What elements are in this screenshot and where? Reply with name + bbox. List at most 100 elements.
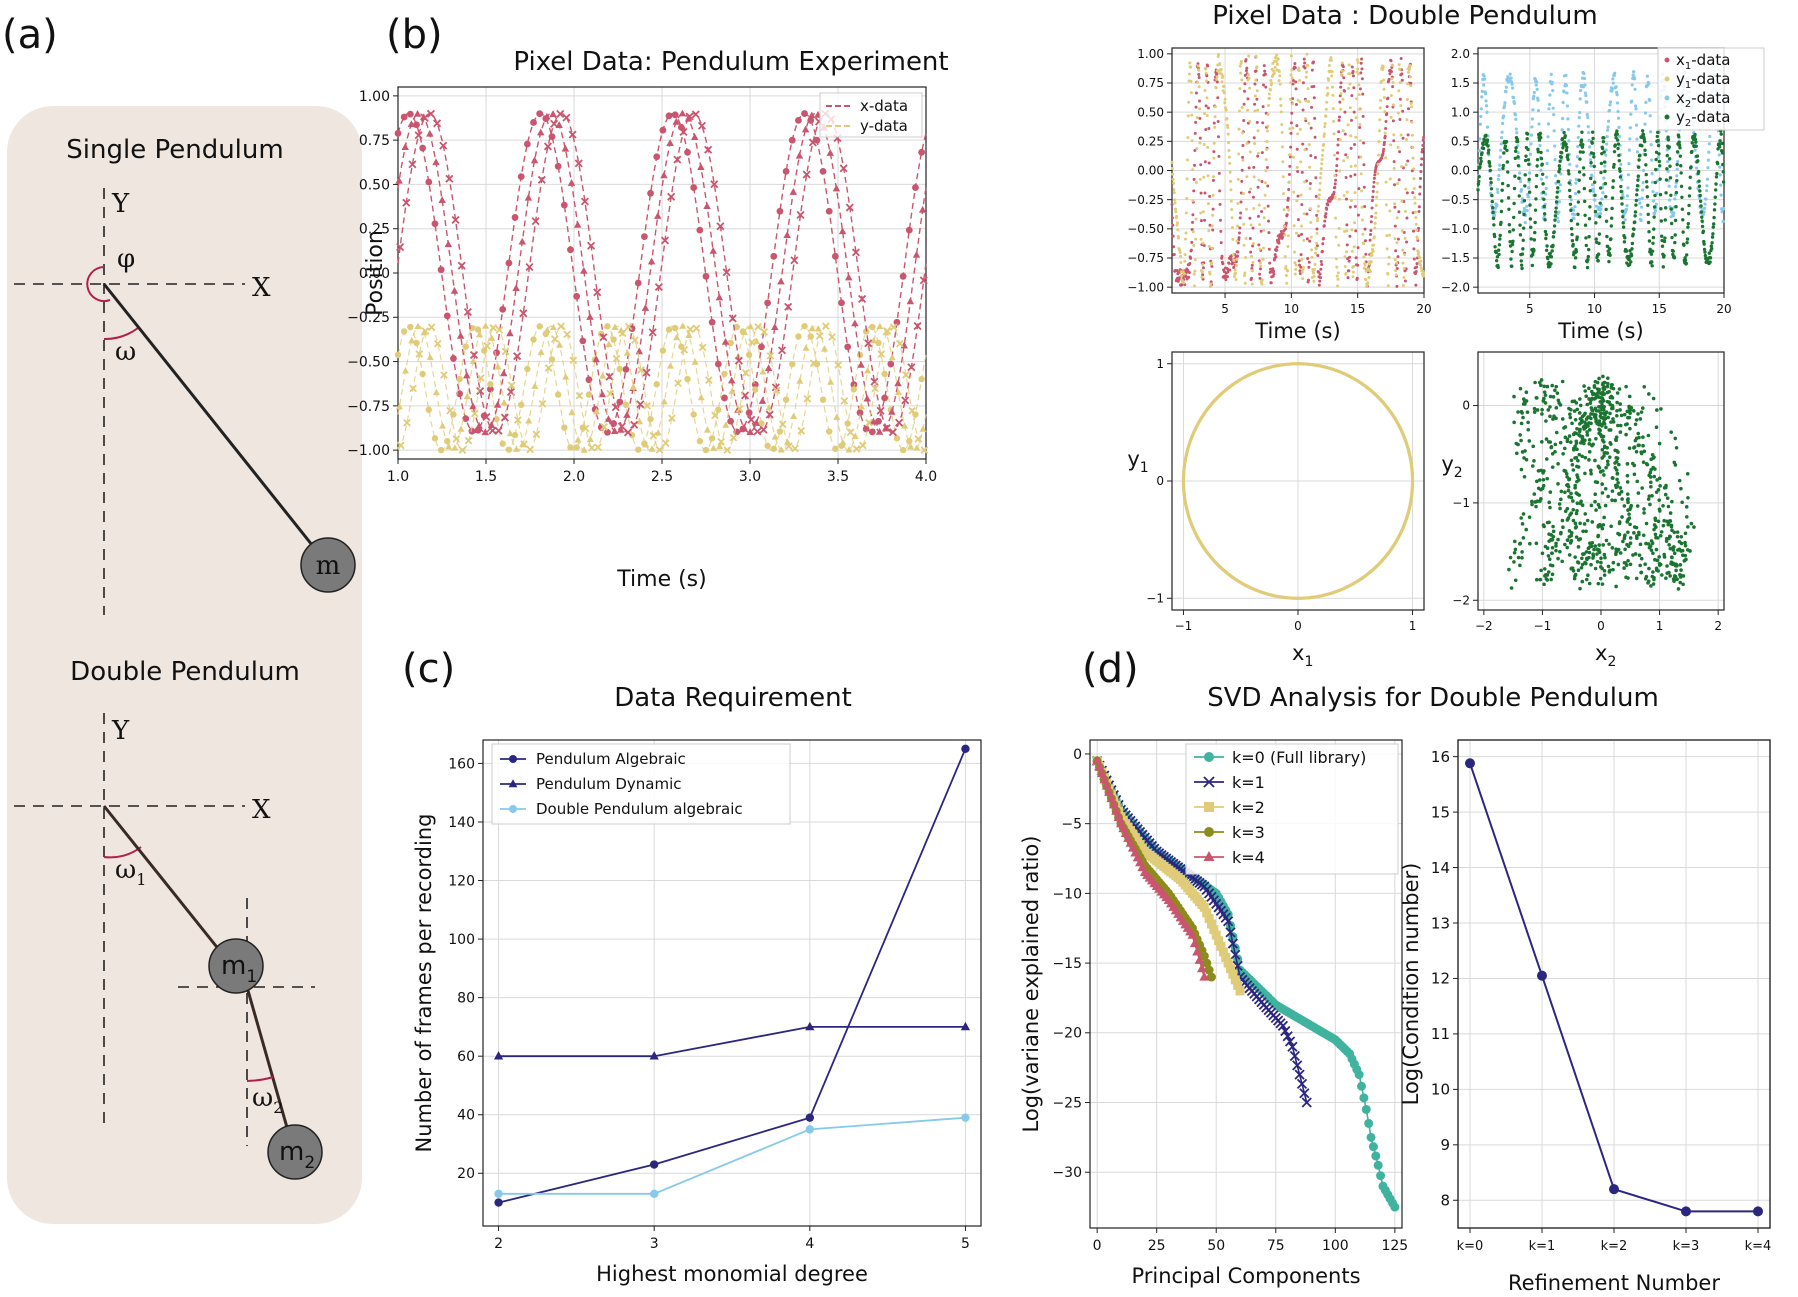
y-data-point bbox=[703, 426, 711, 433]
x2-data-point bbox=[1608, 100, 1613, 104]
x2-data-point bbox=[1586, 115, 1590, 119]
y2-data-point bbox=[1667, 145, 1671, 149]
y1-data-point bbox=[1403, 236, 1407, 240]
y2-data-point bbox=[1632, 227, 1636, 231]
y-tick-label: −15 bbox=[1052, 956, 1082, 972]
x1-data-point bbox=[1419, 177, 1423, 181]
y-data-point bbox=[451, 444, 459, 451]
y1-data-point bbox=[1312, 271, 1316, 275]
phase-point bbox=[1640, 406, 1645, 410]
y1-data-point bbox=[1329, 56, 1333, 60]
y1-data-point bbox=[1188, 61, 1192, 65]
x1-data-point bbox=[1341, 65, 1345, 69]
y-data-point bbox=[495, 326, 504, 334]
y2-data-point bbox=[1575, 222, 1580, 226]
x-data-point bbox=[562, 113, 571, 122]
x2-data-point bbox=[1633, 87, 1637, 91]
phase-point bbox=[1565, 506, 1570, 511]
phase-point bbox=[1683, 543, 1688, 548]
y-data-point bbox=[753, 337, 761, 345]
x-data-point bbox=[610, 427, 619, 435]
x2-data-point bbox=[1536, 109, 1541, 113]
phase-point bbox=[1608, 455, 1612, 459]
y1-data-point bbox=[1352, 264, 1356, 268]
phase-point bbox=[1520, 450, 1525, 454]
y1-data-point bbox=[1362, 255, 1366, 259]
phase-point bbox=[1589, 421, 1593, 426]
phase-point bbox=[1676, 587, 1681, 591]
x1-data-point bbox=[1382, 147, 1386, 151]
x2-data-point bbox=[1483, 92, 1488, 96]
x1-data-point bbox=[1275, 248, 1279, 252]
y-data-point bbox=[636, 417, 644, 425]
y-tick-label: −1 bbox=[1146, 591, 1164, 605]
y1-data-point bbox=[1248, 119, 1252, 123]
y2-data-point bbox=[1646, 212, 1650, 217]
y2-data-point bbox=[1677, 134, 1681, 139]
y1-data-point bbox=[1263, 206, 1267, 210]
y-data-point bbox=[715, 406, 722, 413]
phase-point bbox=[1534, 541, 1539, 546]
phase-point bbox=[1542, 390, 1547, 394]
phase-point bbox=[1521, 415, 1525, 420]
x1-data-point bbox=[1319, 267, 1323, 271]
phase-point bbox=[1584, 529, 1588, 534]
y1-data-point bbox=[1337, 197, 1341, 201]
phase-point bbox=[1602, 445, 1607, 450]
phase-point bbox=[1578, 403, 1583, 408]
phase-point bbox=[1664, 576, 1668, 580]
y1-data-point bbox=[1323, 122, 1327, 126]
y1-data-point bbox=[1292, 224, 1296, 228]
x2-data-point bbox=[1591, 189, 1596, 194]
legend-label: y2-data bbox=[1676, 108, 1730, 129]
x1-data-point bbox=[1250, 263, 1254, 267]
y2-data-point bbox=[1693, 132, 1697, 137]
phase-point bbox=[1611, 417, 1615, 421]
phase-point bbox=[1578, 501, 1583, 506]
x1-data-point bbox=[1192, 163, 1196, 167]
x1-data-point bbox=[1256, 154, 1260, 158]
y2-data-point bbox=[1624, 249, 1629, 253]
double-rod-1 bbox=[102, 805, 234, 967]
phase-point bbox=[1587, 386, 1591, 391]
plot-frame bbox=[1171, 351, 1425, 611]
y2-data-point bbox=[1492, 223, 1496, 227]
x1-data-point bbox=[1293, 62, 1297, 66]
phase-point bbox=[1622, 534, 1627, 538]
phase-point bbox=[1607, 400, 1612, 404]
y2-data-point bbox=[1568, 202, 1573, 206]
y-tick-label: −0.5 bbox=[1441, 193, 1470, 207]
y1-data-point bbox=[1388, 209, 1392, 213]
phase-point bbox=[1616, 423, 1620, 428]
x1-data-point bbox=[1220, 254, 1224, 258]
y-data-point bbox=[462, 343, 469, 350]
y1-data-point bbox=[1205, 96, 1209, 100]
phase-point bbox=[1625, 462, 1630, 466]
y-data-line bbox=[397, 325, 927, 451]
y1-data-point bbox=[1204, 71, 1208, 75]
y2-data-point bbox=[1674, 190, 1679, 195]
y-tick-label: 0.75 bbox=[359, 133, 390, 149]
y-data-point bbox=[717, 437, 725, 446]
phase-point bbox=[1626, 530, 1630, 535]
phase-point bbox=[1615, 408, 1619, 413]
x-data-point bbox=[697, 121, 706, 130]
y1-data-point bbox=[1397, 63, 1401, 67]
y2-data-point bbox=[1508, 230, 1512, 234]
phase-point bbox=[1653, 524, 1658, 529]
y2-data-point bbox=[1570, 238, 1575, 243]
phase-point bbox=[1528, 541, 1532, 546]
phase-point bbox=[1639, 410, 1644, 414]
y-data-point bbox=[906, 437, 913, 445]
phase-point bbox=[1556, 556, 1560, 561]
phase-point bbox=[1549, 538, 1554, 542]
y-tick-label: −5 bbox=[1061, 817, 1082, 833]
y1-data-point bbox=[1362, 266, 1366, 270]
y1-data-point bbox=[1201, 262, 1205, 266]
phase-point bbox=[1639, 570, 1644, 575]
phase-point bbox=[1582, 552, 1586, 556]
x2-data-point bbox=[1650, 172, 1654, 176]
phase-point bbox=[1568, 412, 1572, 417]
y1-data-point bbox=[1291, 102, 1295, 106]
x1-data-point bbox=[1199, 163, 1203, 167]
